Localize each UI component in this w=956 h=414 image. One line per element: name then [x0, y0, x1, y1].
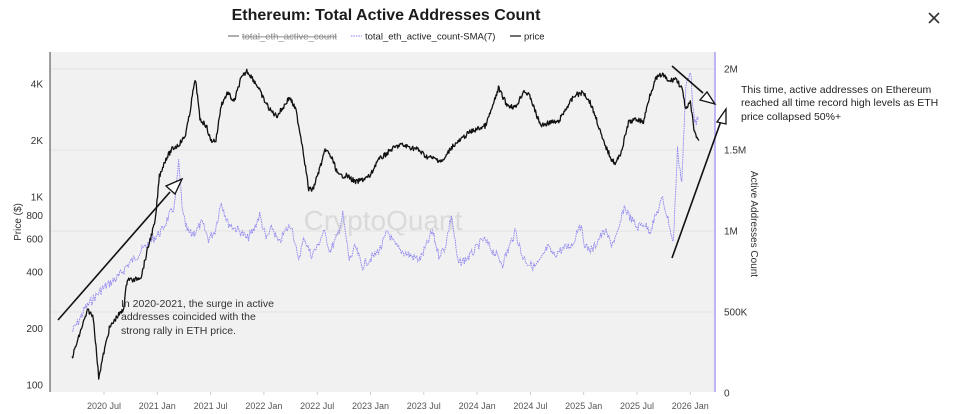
annotation-arrow-top-right: [671, 65, 717, 106]
left-tick-label: 800: [26, 211, 43, 222]
left-tick-label: 4K: [31, 80, 44, 91]
annotation-arrow-left: [57, 177, 184, 321]
right-tick-label: 2M: [724, 65, 738, 76]
x-tick-label: 2023 Jan: [352, 401, 389, 411]
close-button[interactable]: [924, 8, 944, 28]
close-icon: [928, 12, 940, 24]
x-tick-label: 2022 Jan: [245, 401, 282, 411]
annotation-arrow-bottom-right: [671, 106, 727, 259]
left-tick-label: 1K: [31, 193, 44, 204]
chart-title: Ethereum: Total Active Addresses Count: [232, 7, 541, 24]
right-tick-label: 0: [724, 389, 730, 400]
x-tick-label: 2024 Jul: [513, 401, 547, 411]
annotation-line: addresses coincided with the: [121, 311, 256, 323]
x-tick-label: 2020 Jul: [87, 401, 121, 411]
legend-label: price: [524, 32, 545, 43]
x-tick-label: 2026 Jan: [672, 401, 709, 411]
legend-item-price[interactable]: price: [510, 32, 545, 43]
annotation-line: This time, active addresses on Ethereum: [741, 84, 932, 96]
annotation-right: This time, active addresses on Ethereum …: [741, 84, 938, 123]
annotation-line: strong rally in ETH price.: [121, 325, 236, 337]
x-tick-label: 2024 Jan: [459, 401, 496, 411]
right-tick-label: 500K: [724, 308, 748, 319]
right-tick-label: 1M: [724, 227, 738, 238]
left-tick-label: 2K: [31, 136, 44, 147]
legend-item-total-eth-active-count[interactable]: total_eth_active_count: [228, 32, 337, 43]
left-tick-label: 200: [26, 324, 43, 335]
right-axis-label: Active Addresses Count: [748, 171, 759, 277]
watermark: CryptoQuant: [304, 205, 463, 236]
series-line-sma7: [71, 71, 700, 332]
left-tick-label: 100: [26, 381, 43, 392]
annotation-line: In 2020-2021, the surge in active: [121, 298, 274, 310]
legend: total_eth_active_count total_eth_active_…: [228, 32, 545, 43]
annotation-left: In 2020-2021, the surge in active addres…: [121, 298, 274, 337]
series-line-price: [71, 68, 700, 380]
legend-item-sma7[interactable]: total_eth_active_count-SMA(7): [351, 32, 495, 43]
right-axis-ticks: 0 500K 1M 1.5M 2M: [724, 65, 748, 400]
x-axis-ticks: 2020 Jul 2021 Jan 2021 Jul 2022 Jan 2022 Jul…: [87, 392, 709, 411]
x-tick-label: 2025 Jul: [620, 401, 654, 411]
legend-label: total_eth_active_count-SMA(7): [365, 32, 495, 43]
left-axis-label: Price ($): [13, 203, 24, 241]
legend-label: total_eth_active_count: [242, 32, 337, 43]
left-axis-ticks: 100 200 400 600 800 1K 2K 4K: [26, 80, 43, 392]
x-tick-label: 2025 Jan: [565, 401, 602, 411]
plot-area: [50, 52, 715, 392]
x-tick-label: 2021 Jul: [194, 401, 228, 411]
left-tick-label: 400: [26, 267, 43, 278]
x-tick-label: 2023 Jul: [407, 401, 441, 411]
x-tick-label: 2022 Jul: [300, 401, 334, 411]
annotation-line: reached all time record high levels as E…: [741, 97, 938, 109]
x-tick-label: 2021 Jan: [139, 401, 176, 411]
right-tick-label: 1.5M: [724, 146, 746, 157]
annotation-line: price collapsed 50%+: [741, 111, 841, 123]
left-tick-label: 600: [26, 234, 43, 245]
